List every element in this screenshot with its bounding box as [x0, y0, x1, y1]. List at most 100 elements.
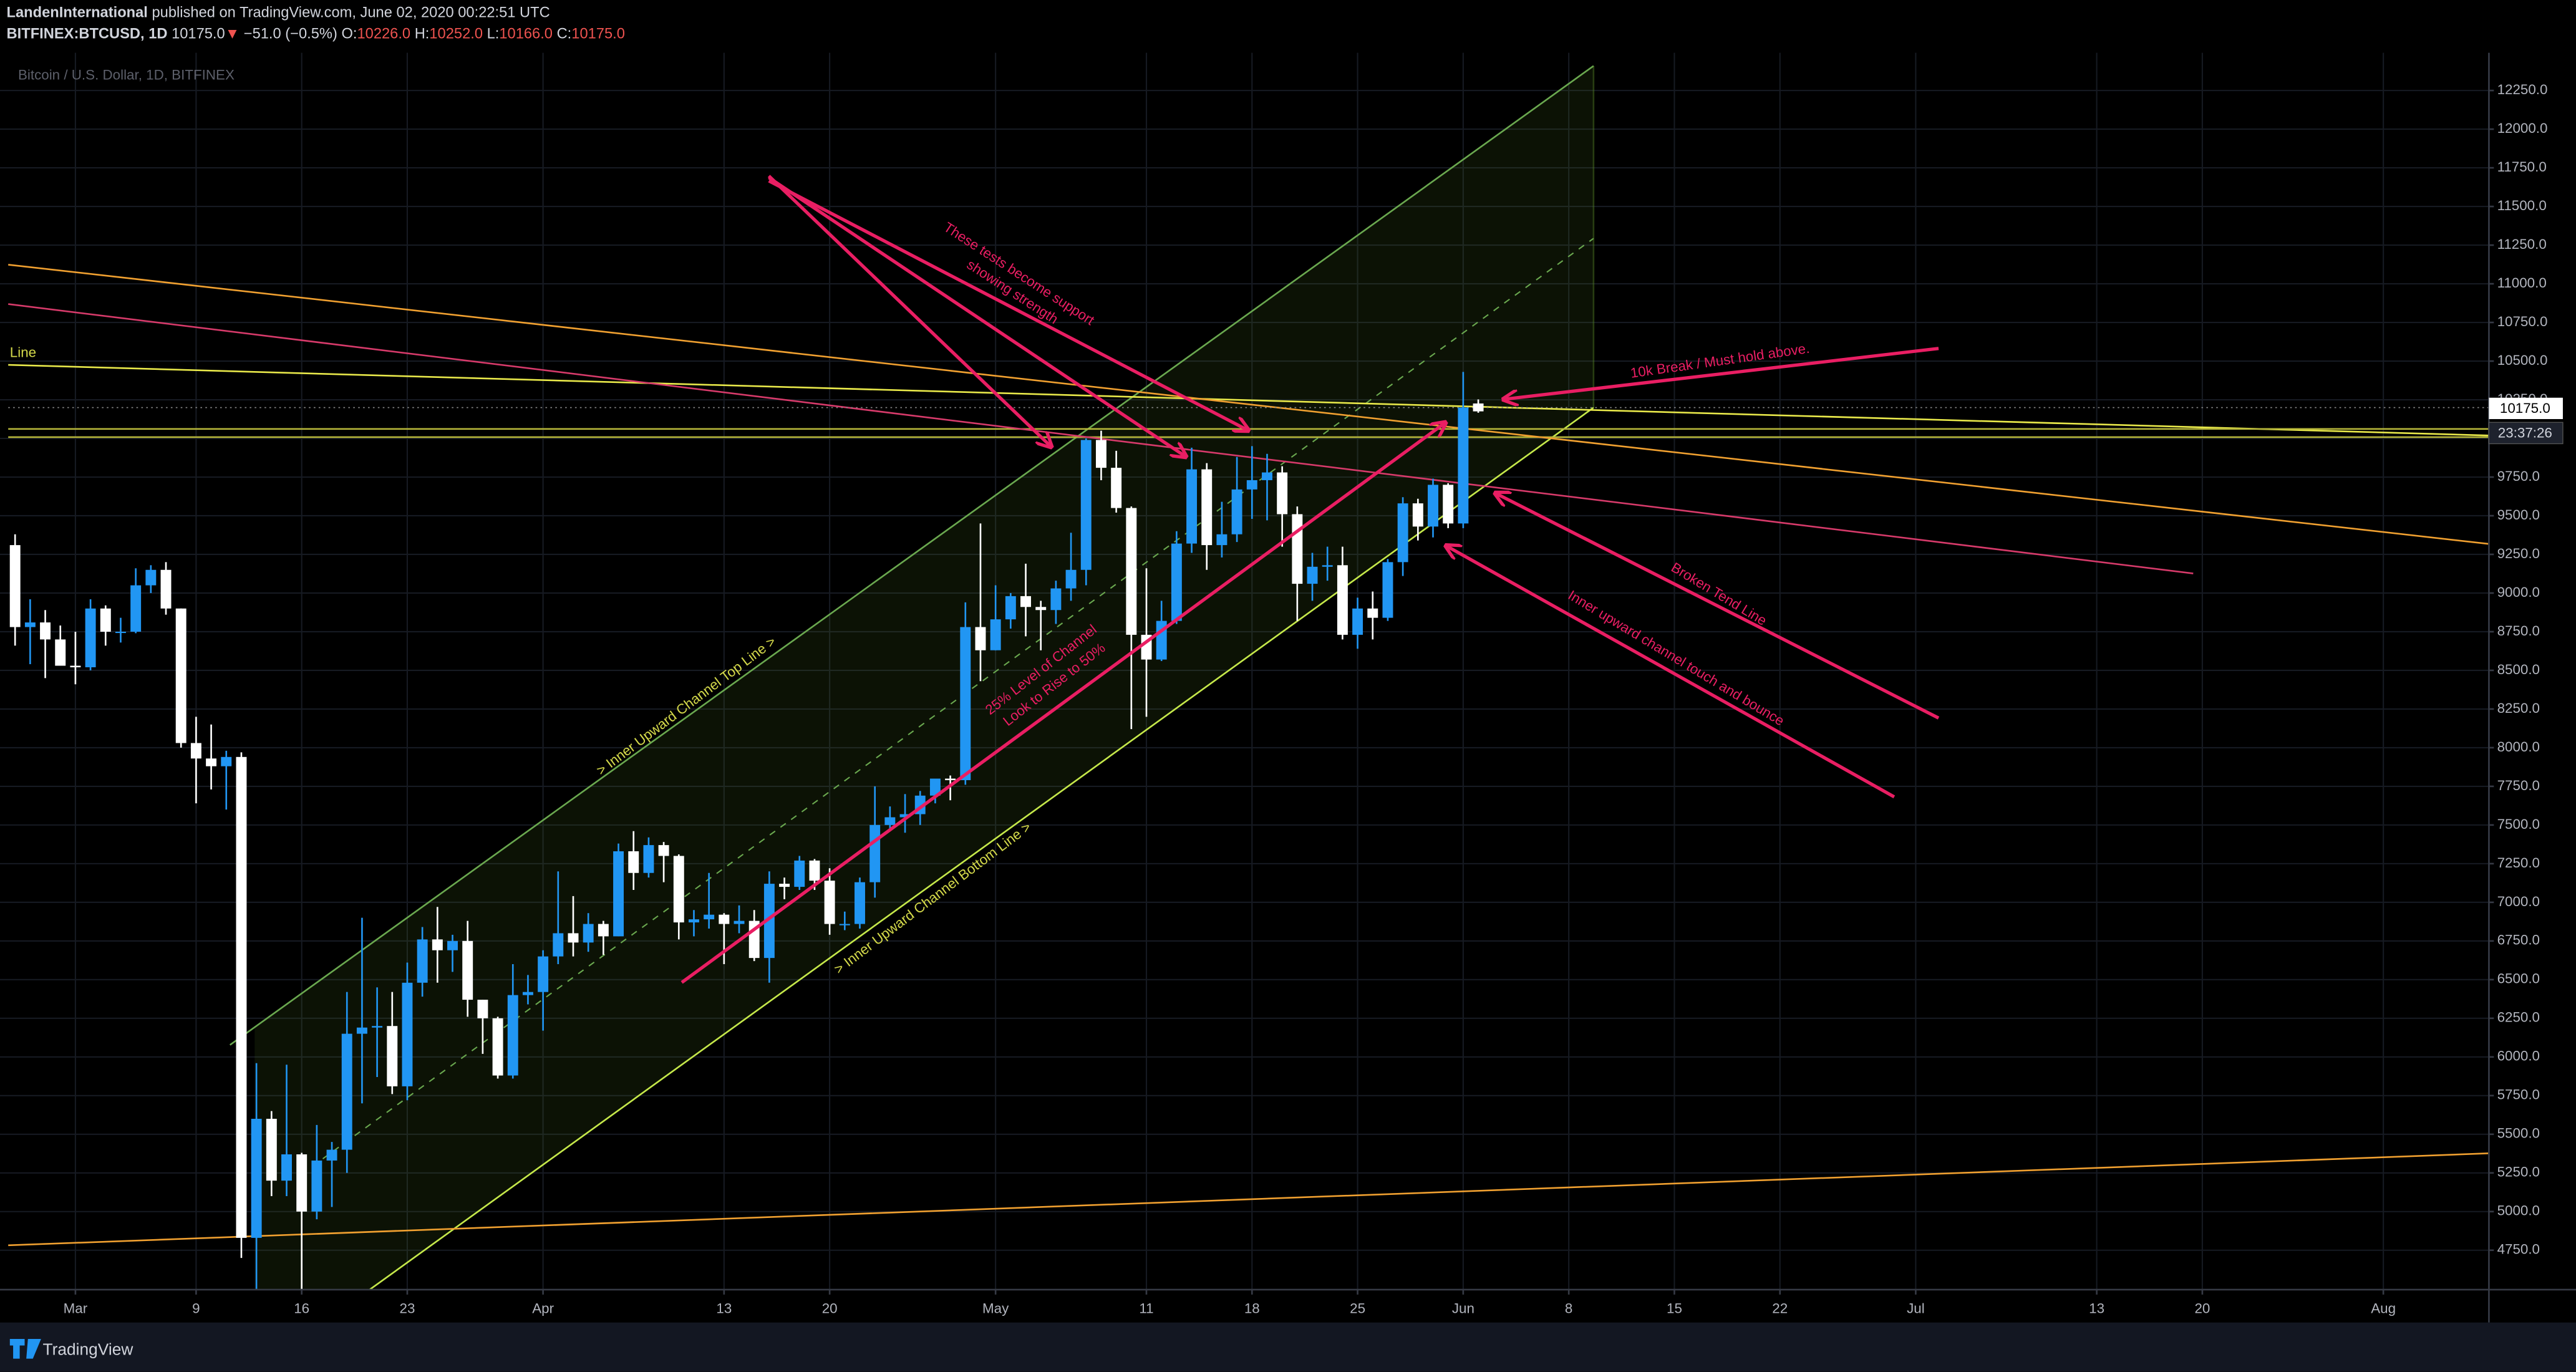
candle-body — [839, 924, 850, 925]
candle-body — [40, 622, 51, 640]
candle-body — [477, 1000, 488, 1018]
x-tick-label: 8 — [1565, 1300, 1572, 1316]
candle-body — [824, 881, 835, 924]
candle-body — [899, 814, 911, 818]
y-tick-label: 11750.0 — [2497, 159, 2547, 175]
candle-body — [553, 933, 564, 957]
candle-body — [9, 545, 21, 627]
y-tick-label: 9250.0 — [2497, 546, 2540, 561]
candle-body — [1307, 566, 1318, 584]
y-tick-label: 6500.0 — [2497, 971, 2540, 987]
candle-body — [100, 608, 111, 632]
arrow — [1446, 546, 1896, 799]
price-label: 10175.0 — [2500, 400, 2550, 416]
arrow — [768, 176, 1186, 457]
orange-line — [8, 1152, 2489, 1247]
o-value: 10226.0 — [357, 26, 410, 42]
y-tick-label: 8750.0 — [2497, 623, 2540, 639]
candle-body — [643, 845, 654, 873]
candle-body — [1352, 608, 1363, 635]
candle-body — [236, 756, 247, 1238]
y-tick-label: 7750.0 — [2497, 778, 2540, 793]
candle-body — [326, 1149, 337, 1161]
candle-body — [311, 1160, 322, 1212]
candle-body — [1216, 534, 1227, 546]
c-label: C: — [557, 26, 572, 42]
candle-body — [145, 569, 157, 586]
y-tick-label: 9750.0 — [2497, 468, 2540, 484]
candle-body — [1337, 565, 1348, 635]
candle-body — [1111, 468, 1122, 508]
price-label-box — [2489, 397, 2563, 419]
x-tick-label: 15 — [1667, 1300, 1682, 1316]
channel-mid — [311, 238, 1594, 1167]
c-value: 10175.0 — [571, 26, 625, 42]
annotation: Line — [10, 345, 36, 360]
candle-body — [1005, 596, 1016, 620]
candle-body — [1020, 596, 1031, 607]
candle-body — [794, 860, 805, 887]
candle-body — [190, 743, 201, 759]
candle-body — [1382, 562, 1393, 618]
x-tick-label: May — [982, 1300, 1009, 1316]
candle-body — [522, 992, 533, 995]
y-tick-label: 11500.0 — [2497, 198, 2547, 213]
candle-body — [341, 1033, 352, 1150]
y-tick-label: 8250.0 — [2497, 700, 2540, 716]
x-tick-label: 22 — [1772, 1300, 1788, 1316]
arrow — [768, 179, 1249, 430]
candle-body — [462, 940, 473, 1000]
candle-body — [1322, 565, 1333, 567]
x-tick-label: Aug — [2371, 1300, 2396, 1316]
x-tick-label: 13 — [716, 1300, 732, 1316]
candle-body — [960, 627, 971, 780]
candle-body — [160, 569, 172, 609]
candle-body — [613, 851, 624, 937]
y-tick-label: 7500.0 — [2497, 816, 2540, 832]
arrows — [680, 175, 1940, 984]
candle-body — [24, 622, 36, 627]
quote-line: BITFINEX:BTCUSD, 1D 10175.0▼ −51.0 (−0.5… — [7, 26, 625, 42]
y-tick-label: 6750.0 — [2497, 932, 2540, 948]
candle-body — [1292, 514, 1303, 584]
y-tick-label: 8000.0 — [2497, 739, 2540, 755]
y-tick-label: 10500.0 — [2497, 352, 2548, 368]
x-tick-label: 20 — [2194, 1300, 2210, 1316]
h-value: 10252.0 — [429, 26, 483, 42]
y-tick-label: 5000.0 — [2497, 1203, 2540, 1219]
candle-body — [1412, 503, 1423, 527]
candle-body — [1262, 472, 1272, 480]
candle-body — [1428, 485, 1438, 527]
candle-body — [855, 882, 865, 924]
candle-body — [1035, 607, 1047, 611]
candle-body — [990, 619, 1001, 650]
candle-body — [221, 756, 232, 766]
last: 10175.0 — [172, 26, 225, 42]
channel-bottom — [369, 407, 1594, 1290]
candle-body — [884, 817, 896, 825]
candle-body — [266, 1118, 277, 1181]
footer — [0, 1322, 2576, 1372]
symbol: BITFINEX:BTCUSD, 1D — [7, 26, 168, 42]
x-tick-label: 20 — [822, 1300, 838, 1316]
candle-body — [70, 665, 81, 667]
countdown-box — [2488, 422, 2564, 445]
x-tick-label: Mar — [64, 1300, 88, 1316]
x-tick-label: 18 — [1244, 1300, 1260, 1316]
candle-body — [1065, 569, 1077, 589]
candle-body — [538, 956, 549, 992]
candles — [9, 372, 1484, 1290]
footer-brand[interactable]: TradingView — [42, 1340, 133, 1358]
y-tick-label: 8500.0 — [2497, 662, 2540, 677]
candle-body — [507, 995, 518, 1076]
h-label: H: — [415, 26, 430, 42]
candle-body — [1080, 440, 1092, 570]
candle-body — [417, 939, 428, 983]
candle-body — [1277, 472, 1288, 514]
candle-body — [1186, 469, 1198, 544]
candle-body — [1201, 469, 1213, 546]
y-tick-label: 9500.0 — [2497, 507, 2540, 523]
l-label: L: — [487, 26, 500, 42]
candle-body — [1397, 503, 1408, 563]
